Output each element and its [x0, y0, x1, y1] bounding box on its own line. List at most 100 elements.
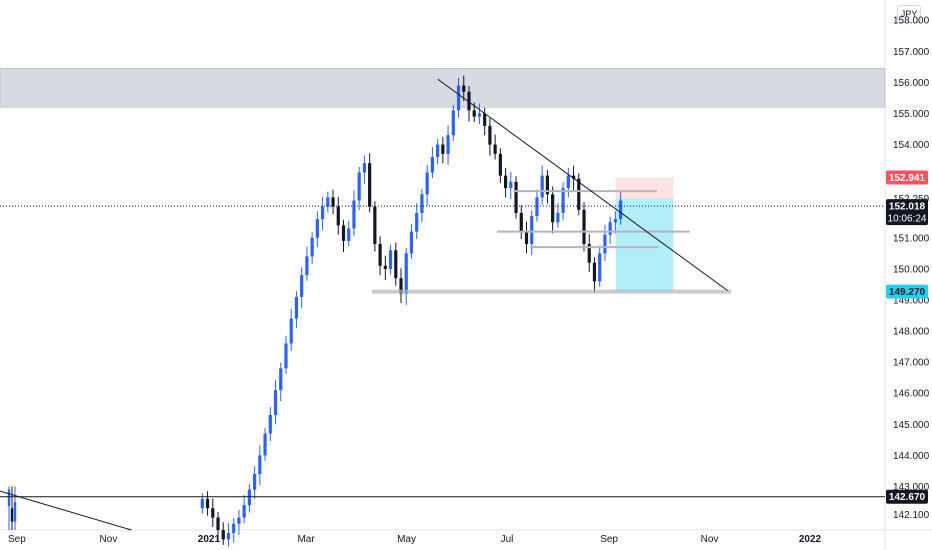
- candle-body: [7, 489, 11, 507]
- candlestick-series: [7, 75, 623, 547]
- stop-zone: [615, 177, 674, 199]
- candle-body: [268, 414, 272, 434]
- candle-body: [566, 175, 570, 189]
- candle-body: [436, 144, 440, 157]
- candle-body: [446, 135, 450, 154]
- price-tag-bg: [886, 199, 928, 226]
- candle-body: [540, 175, 544, 198]
- candle-body: [415, 212, 419, 232]
- price-tick-label: 157.000: [893, 47, 930, 58]
- candle-body: [273, 390, 278, 415]
- time-tick-label: Jul: [501, 534, 514, 545]
- candle-body: [341, 225, 346, 241]
- candle-body: [221, 530, 225, 540]
- price-tick-label: 151.000: [893, 233, 930, 244]
- price-tick-label: 147.000: [893, 358, 930, 369]
- price-tag-level: 142.670: [886, 489, 928, 504]
- price-tick-label: 148.000: [893, 327, 930, 338]
- candle-body: [383, 265, 387, 269]
- candle-body: [352, 200, 356, 229]
- candle-body: [472, 110, 476, 117]
- candle-body: [503, 175, 508, 189]
- time-tick-label: Nov: [701, 534, 719, 545]
- price-tick-label: 158.000: [893, 16, 930, 27]
- candle-body: [477, 113, 482, 117]
- candle-body: [577, 178, 581, 210]
- candle-body: [226, 533, 231, 540]
- price-tag-value: 152.941: [889, 173, 926, 184]
- time-axis[interactable]: Sep Nov 2021 Mar May Jul Sep Nov 2022: [8, 534, 822, 545]
- candle-body: [571, 175, 576, 179]
- candle-body: [608, 222, 612, 235]
- candle-body: [10, 508, 14, 522]
- candle-body: [498, 153, 502, 176]
- candle-body: [420, 194, 424, 213]
- price-tick-label: 150.000: [893, 264, 930, 275]
- candle-body: [336, 206, 340, 226]
- candle-body: [619, 200, 623, 220]
- price-axis[interactable]: 158.000157.000156.000155.000154.000152.2…: [893, 16, 930, 521]
- candle-body: [483, 113, 487, 126]
- time-tick-label: 2021: [198, 534, 221, 545]
- candle-body: [551, 194, 555, 223]
- candle-body: [216, 517, 220, 530]
- candle-body: [561, 188, 565, 213]
- price-tag-value: 142.670: [889, 492, 926, 503]
- time-tick-label: Sep: [600, 534, 618, 545]
- candle-body: [253, 474, 257, 490]
- candle-body: [357, 172, 361, 201]
- price-tick-label: 143.000: [893, 482, 930, 493]
- candle-body: [399, 278, 403, 294]
- candle-body: [368, 163, 372, 207]
- candle-body: [394, 250, 398, 279]
- time-tick-label: May: [397, 534, 416, 545]
- candle-body: [425, 172, 429, 195]
- time-tick-label: Nov: [100, 534, 118, 545]
- candle-body: [289, 318, 293, 344]
- candle-body: [300, 275, 304, 297]
- candle-body: [409, 231, 414, 254]
- candle-body: [378, 244, 382, 266]
- price-tag-bg: [886, 489, 928, 504]
- candle-body: [279, 368, 283, 391]
- candle-body: [404, 253, 408, 294]
- currency-badge[interactable]: JPY: [897, 5, 921, 23]
- price-tag-target: 149.270: [886, 284, 928, 299]
- candle-body: [509, 181, 513, 189]
- candle-body: [451, 110, 455, 136]
- drawing-zones: [0, 68, 886, 292]
- candle-body: [232, 523, 236, 534]
- candle-body: [488, 125, 492, 145]
- candle-body: [530, 216, 534, 245]
- price-tick-label: 155.000: [893, 109, 930, 120]
- price-tick-label: 149.000: [893, 295, 930, 306]
- candle-body: [441, 144, 445, 154]
- descending-trendline: [437, 78, 728, 292]
- candle-body: [320, 206, 325, 220]
- price-tag-stop: 152.941: [886, 170, 928, 185]
- candle-body: [284, 343, 288, 369]
- candle-body: [603, 234, 607, 254]
- time-tick-label: Mar: [297, 534, 315, 545]
- price-tag-bg: [886, 170, 928, 185]
- candle-body: [258, 455, 262, 475]
- candle-body: [493, 144, 497, 154]
- candle-body: [598, 253, 602, 282]
- candle-body: [242, 505, 246, 518]
- time-tick-label: Sep: [8, 534, 26, 545]
- price-tag-bg: [886, 284, 928, 299]
- candle-body: [535, 197, 539, 217]
- price-tick-label: 145.000: [893, 420, 930, 431]
- candle-body: [331, 197, 335, 207]
- candle-body: [514, 181, 518, 213]
- candle-body: [347, 228, 351, 241]
- candle-body: [556, 212, 560, 223]
- candle-body: [587, 244, 591, 263]
- candle-body: [294, 296, 299, 319]
- price-tick-label: 142.100: [893, 510, 930, 521]
- candle-body: [200, 498, 204, 509]
- price-tick-label: 144.000: [893, 451, 930, 462]
